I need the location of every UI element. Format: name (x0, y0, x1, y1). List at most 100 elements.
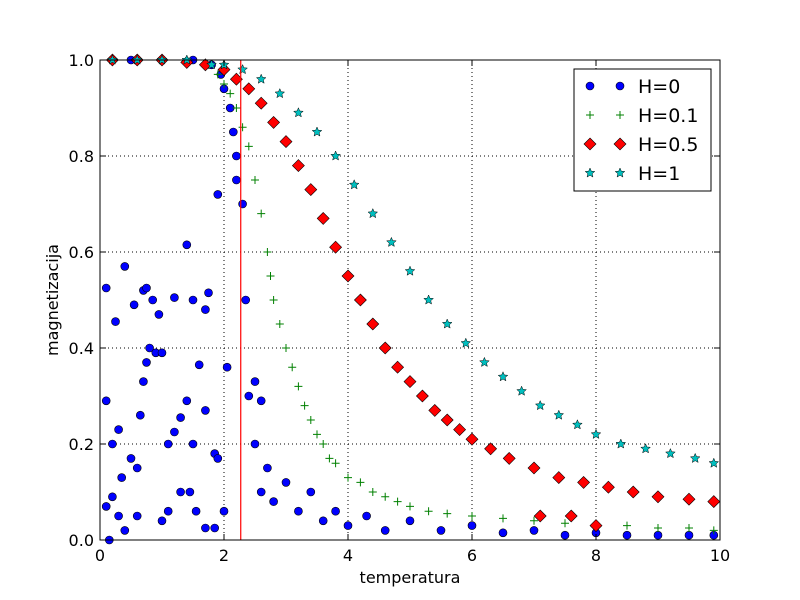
data-point (188, 295, 198, 305)
data-point (157, 516, 167, 526)
legend-marker (614, 167, 626, 178)
data-point (279, 135, 293, 149)
data-point (108, 492, 117, 502)
data-point (101, 502, 111, 511)
legend-label: H=0 (638, 76, 680, 98)
data-point (367, 207, 379, 219)
data-point (120, 262, 130, 271)
data-point (132, 511, 142, 521)
data-point (257, 209, 266, 218)
data-point (381, 492, 390, 501)
data-point (126, 454, 136, 463)
data-point (182, 396, 192, 406)
data-point (436, 526, 446, 535)
data-point (213, 190, 223, 199)
data-point (453, 423, 467, 437)
data-point (266, 272, 275, 280)
data-point (306, 416, 315, 424)
data-point (368, 488, 377, 496)
data-point (250, 439, 260, 449)
data-point (139, 377, 148, 386)
data-point (237, 63, 248, 75)
data-point (263, 463, 272, 473)
data-point (406, 502, 414, 511)
data-point (689, 452, 701, 463)
data-point (415, 389, 429, 403)
data-point (157, 348, 167, 358)
data-point (313, 430, 321, 439)
data-point (226, 89, 235, 98)
axes-frame (99, 59, 721, 541)
data-point (484, 442, 498, 456)
data-point (111, 317, 120, 326)
data-point (201, 523, 210, 533)
series-H=0.5 (105, 53, 721, 533)
x-tick-label: 2 (219, 546, 229, 565)
data-point (460, 337, 472, 348)
data-point (288, 363, 297, 372)
data-point (282, 344, 290, 352)
data-point (244, 391, 254, 401)
y-tick-label: 0.4 (69, 339, 94, 358)
data-point (220, 80, 228, 88)
data-point (564, 509, 578, 523)
data-point (145, 343, 154, 353)
data-point (423, 294, 434, 305)
data-point (467, 521, 477, 530)
legend-marker (584, 167, 596, 178)
data-point (148, 295, 157, 305)
data-point (238, 199, 247, 209)
data-point (682, 492, 696, 506)
data-point (300, 401, 309, 410)
data-point (316, 211, 330, 225)
axis-ticks: 0 2 4 6 8 10 0.0 0.2 0.4 0.6 0.8 1.0 (69, 51, 731, 565)
legend-label: H=0.5 (638, 134, 698, 156)
legend: H=0 H=0.1 H=0.5 H=1 (573, 68, 712, 192)
x-tick-label: 6 (467, 546, 477, 565)
data-point (294, 506, 303, 516)
data-point (527, 461, 541, 475)
y-tick-label: 1.0 (69, 51, 94, 70)
data-point (242, 82, 256, 96)
data-point (267, 115, 281, 129)
data-point (615, 438, 627, 449)
data-point (709, 526, 718, 535)
data-point (204, 288, 213, 298)
data-point (219, 506, 229, 516)
data-point (502, 451, 516, 465)
data-point (132, 463, 142, 473)
data-point (654, 524, 662, 532)
data-point (325, 454, 334, 463)
x-tick-label: 4 (343, 546, 353, 565)
series-H=1 (107, 54, 720, 468)
data-point (529, 526, 539, 535)
data-point (176, 487, 185, 497)
data-point (191, 506, 201, 516)
data-point (344, 473, 352, 482)
data-point (163, 439, 173, 449)
data-point (311, 126, 323, 137)
legend-marker (583, 137, 597, 151)
y-tick-label: 0.0 (69, 531, 94, 550)
legend-label: H=0.1 (638, 105, 698, 127)
data-point (331, 459, 340, 468)
data-point (533, 509, 547, 523)
data-point (101, 283, 111, 293)
data-point (403, 375, 417, 389)
data-point (391, 360, 405, 374)
y-tick-label: 0.8 (69, 147, 94, 166)
data-point (304, 183, 318, 197)
data-point (254, 96, 268, 110)
data-point (498, 528, 508, 538)
data-point (217, 63, 231, 77)
legend-marker (615, 81, 625, 91)
data-point (250, 377, 260, 386)
x-tick-label: 10 (710, 546, 730, 565)
data-point (428, 403, 442, 417)
data-point (577, 475, 591, 489)
data-point (163, 506, 173, 516)
y-tick-label: 0.2 (69, 435, 94, 454)
data-point (170, 427, 179, 437)
data-point (685, 524, 693, 532)
data-point (331, 506, 340, 516)
